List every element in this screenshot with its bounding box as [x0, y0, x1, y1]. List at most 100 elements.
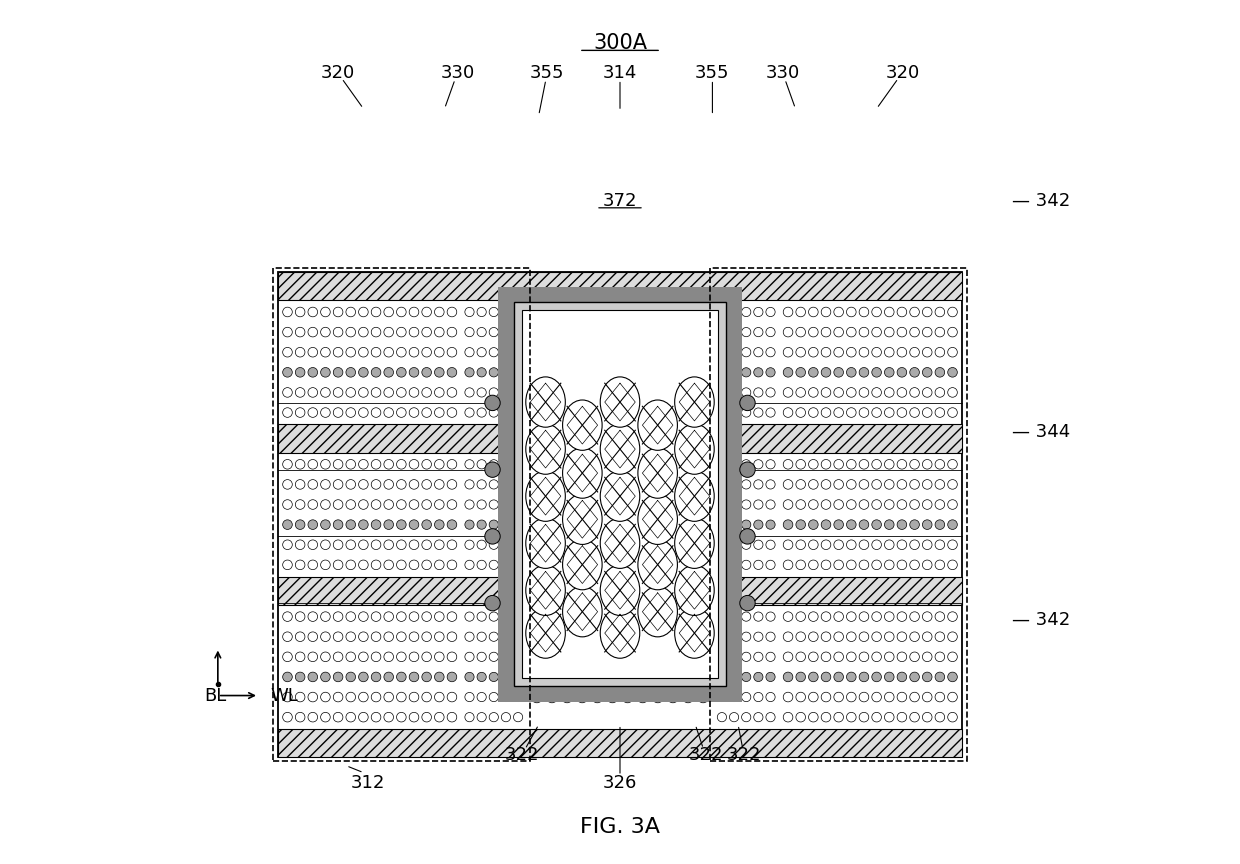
Circle shape: [821, 367, 831, 377]
Text: WL: WL: [270, 687, 299, 704]
Ellipse shape: [526, 565, 565, 615]
Circle shape: [384, 460, 393, 469]
Circle shape: [409, 367, 419, 377]
Circle shape: [729, 692, 739, 702]
Circle shape: [667, 631, 678, 643]
Circle shape: [897, 560, 906, 569]
Circle shape: [489, 347, 498, 357]
Circle shape: [784, 672, 792, 682]
Circle shape: [947, 692, 957, 702]
Circle shape: [465, 368, 474, 377]
Circle shape: [371, 652, 381, 662]
Circle shape: [766, 327, 775, 337]
Circle shape: [308, 460, 317, 469]
Circle shape: [923, 672, 932, 682]
Circle shape: [847, 408, 856, 417]
Circle shape: [910, 540, 919, 550]
Circle shape: [489, 408, 498, 417]
Ellipse shape: [563, 587, 603, 637]
Circle shape: [513, 713, 523, 721]
Circle shape: [321, 408, 330, 417]
Ellipse shape: [563, 494, 603, 544]
Circle shape: [808, 692, 818, 702]
Circle shape: [947, 408, 957, 417]
Circle shape: [740, 529, 755, 544]
Circle shape: [434, 672, 444, 682]
Circle shape: [847, 712, 856, 722]
Circle shape: [334, 347, 343, 357]
Circle shape: [808, 367, 818, 377]
Circle shape: [371, 499, 381, 509]
Circle shape: [346, 632, 356, 642]
Circle shape: [358, 460, 368, 469]
Circle shape: [729, 368, 739, 377]
Circle shape: [935, 408, 945, 417]
Circle shape: [766, 347, 775, 357]
Circle shape: [384, 408, 393, 417]
Circle shape: [334, 672, 343, 682]
Circle shape: [833, 347, 843, 357]
Circle shape: [935, 692, 945, 702]
Circle shape: [371, 480, 381, 489]
Circle shape: [884, 712, 894, 722]
Circle shape: [910, 612, 919, 621]
Circle shape: [358, 408, 368, 417]
Circle shape: [409, 520, 419, 530]
Circle shape: [321, 347, 330, 357]
Ellipse shape: [675, 518, 714, 569]
Circle shape: [371, 520, 381, 530]
Circle shape: [796, 327, 806, 337]
Circle shape: [742, 520, 751, 530]
Circle shape: [422, 692, 432, 702]
Circle shape: [884, 460, 894, 469]
Circle shape: [833, 540, 843, 550]
Circle shape: [754, 632, 763, 641]
Circle shape: [501, 632, 511, 641]
Circle shape: [489, 672, 498, 682]
Circle shape: [754, 713, 763, 721]
Circle shape: [308, 408, 317, 417]
Circle shape: [884, 499, 894, 509]
Circle shape: [547, 631, 558, 643]
Circle shape: [295, 388, 305, 397]
Circle shape: [384, 327, 393, 337]
Circle shape: [489, 500, 498, 509]
Circle shape: [434, 560, 444, 569]
Circle shape: [501, 388, 511, 397]
Circle shape: [872, 520, 882, 530]
Circle shape: [295, 499, 305, 509]
Circle shape: [346, 460, 356, 469]
Circle shape: [784, 520, 792, 530]
Circle shape: [308, 308, 317, 317]
Circle shape: [531, 691, 543, 702]
Circle shape: [847, 612, 856, 621]
Circle shape: [717, 327, 727, 337]
Circle shape: [434, 499, 444, 509]
Circle shape: [910, 520, 919, 530]
Circle shape: [295, 540, 305, 550]
Circle shape: [448, 652, 456, 662]
Circle shape: [621, 691, 634, 702]
Text: 322: 322: [505, 746, 539, 765]
Circle shape: [384, 388, 393, 397]
Circle shape: [872, 692, 882, 702]
Circle shape: [358, 308, 368, 317]
Circle shape: [513, 560, 523, 569]
Circle shape: [384, 712, 393, 722]
Circle shape: [448, 460, 456, 469]
Circle shape: [766, 540, 775, 550]
Circle shape: [358, 327, 368, 337]
Circle shape: [833, 460, 843, 469]
Circle shape: [489, 560, 498, 569]
Circle shape: [784, 408, 792, 417]
Circle shape: [754, 347, 763, 357]
Circle shape: [477, 347, 486, 357]
Circle shape: [321, 499, 330, 509]
Circle shape: [346, 408, 356, 417]
Circle shape: [577, 387, 588, 398]
Circle shape: [346, 327, 356, 337]
Circle shape: [872, 499, 882, 509]
Circle shape: [766, 692, 775, 702]
Circle shape: [872, 347, 882, 357]
Circle shape: [947, 347, 957, 357]
